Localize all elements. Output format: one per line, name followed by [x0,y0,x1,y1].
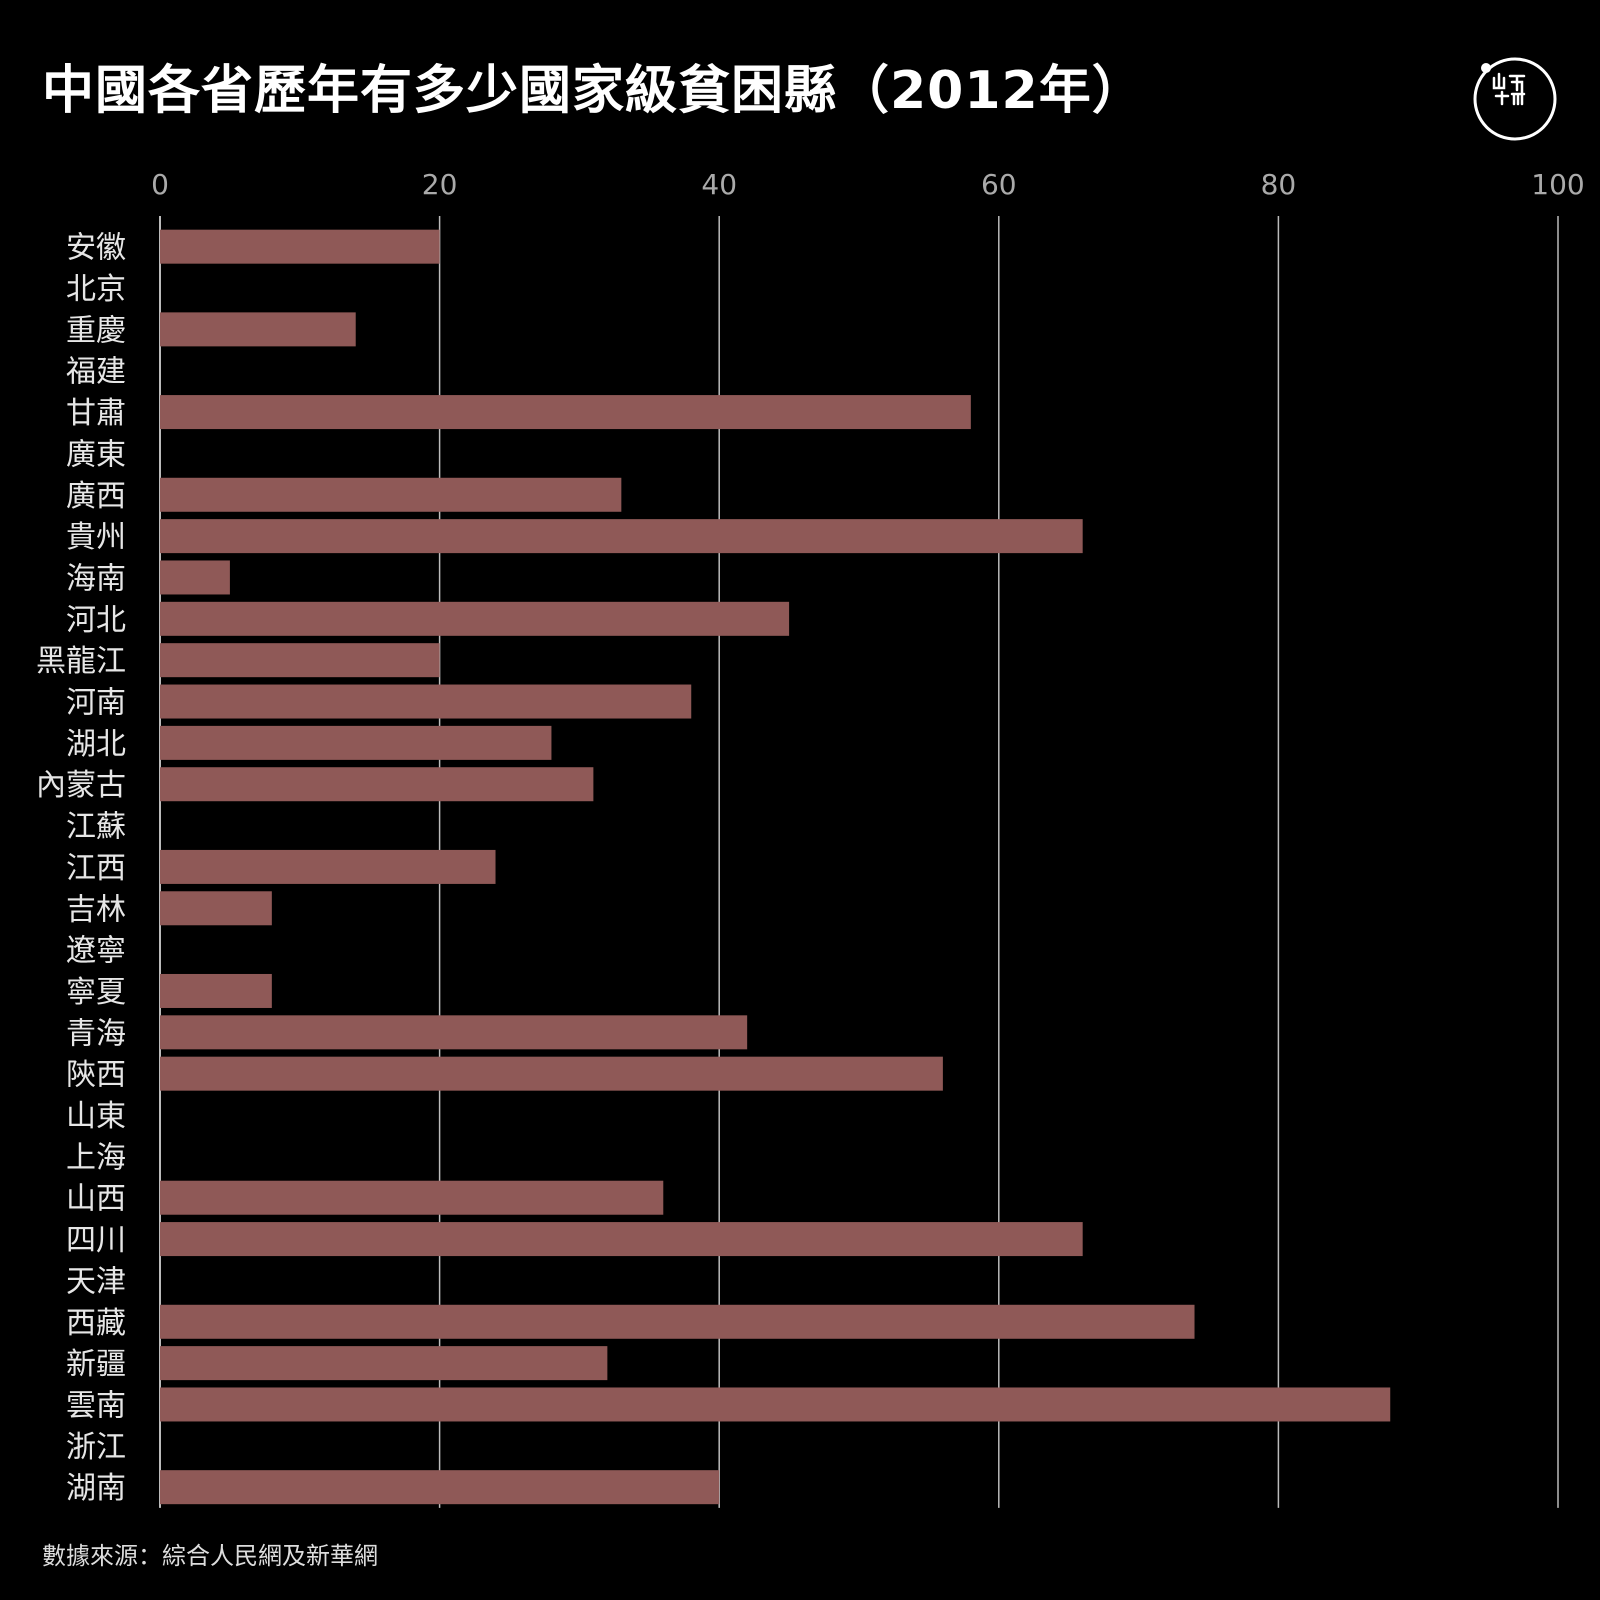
bar-16 [160,891,272,926]
category-label-20: 陝西 [66,1058,126,1093]
x-tick-label-4: 80 [1261,168,1297,201]
bar-18 [160,973,272,1008]
bar-11 [160,684,692,719]
bar-7 [160,519,1083,554]
category-label-11: 河南 [66,686,126,721]
bar-15 [160,849,496,884]
category-label-12: 湖北 [66,727,126,762]
category-label-5: 廣東 [66,437,126,472]
category-label-30: 湖南 [66,1471,126,1506]
category-label-24: 四川 [66,1223,126,1258]
bar-30 [160,1470,720,1505]
data-source-note: 數據來源：綜合人民網及新華網 [42,1542,378,1570]
bar-2 [160,312,356,347]
category-label-23: 山西 [66,1182,126,1217]
category-label-2: 重慶 [66,313,126,348]
x-tick-label-1: 20 [422,168,458,201]
bar-6 [160,477,622,512]
page-title: 中國各省歷年有多少國家級貧困縣（2012年） [42,61,1145,121]
bar-chart: 0 20 40 60 80 100 安徽北京重慶福建甘肅廣東廣西貴州海南河北黑龍江河南湖北… [36,168,1585,1508]
bar-28 [160,1387,1391,1422]
category-label-21: 山東 [66,1099,126,1134]
bar-13 [160,767,594,802]
bar-27 [160,1346,608,1381]
x-axis-ticks: 0 20 40 60 80 100 [151,168,1585,201]
category-label-9: 河北 [66,603,126,638]
bar-23 [160,1180,664,1215]
category-label-13: 內蒙古 [36,768,126,803]
category-labels: 安徽北京重慶福建甘肅廣東廣西貴州海南河北黑龍江河南湖北內蒙古江蘇江西吉林遼寧寧夏… [36,231,126,1507]
bar-19 [160,1015,748,1050]
category-label-15: 江西 [66,851,126,886]
x-tick-label-0: 0 [151,168,169,201]
category-label-27: 新疆 [66,1347,126,1382]
category-label-3: 福建 [66,355,126,390]
category-label-22: 上海 [66,1140,126,1175]
bar-24 [160,1222,1083,1257]
category-label-29: 浙江 [66,1430,126,1465]
category-label-14: 江蘇 [66,810,126,845]
initium-logo-icon [1473,57,1557,141]
category-label-25: 天津 [66,1264,126,1299]
category-label-16: 吉林 [66,892,126,927]
category-label-18: 寧夏 [66,975,126,1010]
category-label-6: 廣西 [66,479,126,514]
x-tick-label-3: 60 [981,168,1017,201]
category-label-26: 西藏 [66,1306,126,1341]
category-label-8: 海南 [66,561,126,596]
bar-0 [160,229,440,264]
category-label-19: 青海 [66,1016,126,1051]
bar-9 [160,601,790,636]
category-label-10: 黑龍江 [36,644,126,679]
bar-26 [160,1304,1195,1339]
x-tick-label-5: 100 [1531,168,1584,201]
x-tick-label-2: 40 [701,168,737,201]
category-label-0: 安徽 [66,231,126,266]
bar-20 [160,1056,943,1091]
category-label-4: 甘肅 [66,396,126,431]
bars [160,229,1391,1505]
category-label-17: 遼寧 [66,934,126,969]
category-label-1: 北京 [66,272,126,307]
bar-12 [160,725,552,760]
category-label-28: 雲南 [66,1388,126,1423]
category-label-7: 貴州 [66,520,126,555]
bar-8 [160,560,230,595]
bar-10 [160,643,440,678]
bar-4 [160,395,971,430]
gridlines [159,216,1559,1508]
